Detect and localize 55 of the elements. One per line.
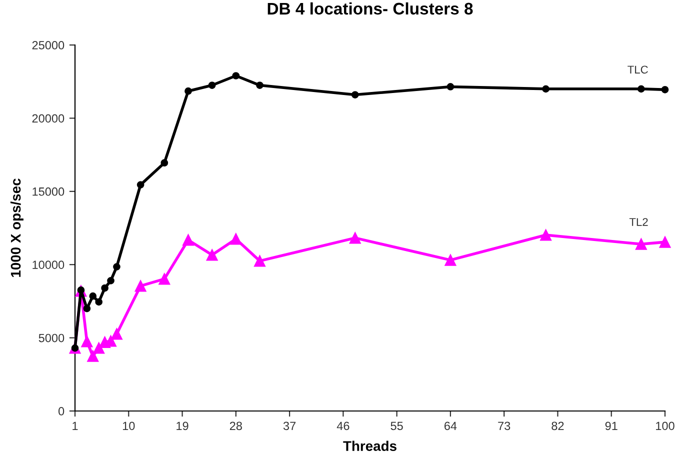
point bbox=[184, 87, 192, 95]
point bbox=[134, 280, 146, 292]
x-tick-label: 46 bbox=[336, 422, 350, 430]
x-tick-label: 91 bbox=[605, 422, 618, 430]
chart-title: DB 4 locations- Clusters 8 bbox=[268, 2, 473, 15]
series-label: TL2 bbox=[629, 218, 648, 226]
y-tick-label: 15000 bbox=[32, 187, 64, 196]
point bbox=[351, 91, 359, 98]
x-tick-label: 64 bbox=[444, 422, 457, 430]
point bbox=[101, 284, 108, 292]
point bbox=[444, 254, 456, 266]
point bbox=[661, 86, 669, 94]
point bbox=[81, 336, 93, 348]
x-tick-label: 28 bbox=[230, 422, 242, 430]
x-tick-label: 100 bbox=[656, 422, 674, 430]
y-tick-label: 10000 bbox=[32, 260, 64, 269]
x-tick-label: 1 bbox=[72, 422, 78, 430]
point bbox=[93, 342, 105, 354]
point bbox=[136, 181, 144, 188]
point bbox=[87, 350, 99, 362]
point bbox=[254, 255, 266, 267]
point bbox=[206, 249, 218, 261]
y-tick-label: 5000 bbox=[38, 334, 64, 342]
point bbox=[637, 85, 645, 93]
y-tick-label: 0 bbox=[58, 407, 64, 416]
point bbox=[83, 304, 91, 312]
series-label: TLC bbox=[628, 66, 648, 74]
x-tick-label: 10 bbox=[122, 422, 135, 430]
y-tick-label: 20000 bbox=[32, 114, 64, 123]
point bbox=[256, 82, 264, 89]
point bbox=[659, 236, 671, 248]
x-tick-label: 55 bbox=[390, 422, 403, 430]
point bbox=[95, 298, 103, 306]
point bbox=[635, 238, 647, 250]
point bbox=[113, 263, 120, 270]
point bbox=[182, 234, 194, 246]
point bbox=[349, 232, 361, 244]
x-tick-label: 73 bbox=[498, 422, 510, 430]
point bbox=[160, 159, 168, 167]
point bbox=[89, 292, 97, 300]
x-tick-label: 82 bbox=[552, 422, 564, 430]
point bbox=[446, 83, 454, 90]
point bbox=[540, 229, 552, 241]
point bbox=[107, 277, 114, 284]
x-axis-title: Threads bbox=[343, 440, 396, 451]
x-tick-label: 37 bbox=[283, 422, 296, 430]
point bbox=[232, 72, 240, 80]
y-axis-title: 1000 X ops/sec bbox=[10, 178, 24, 277]
point bbox=[158, 273, 170, 285]
point bbox=[110, 328, 122, 340]
point bbox=[542, 85, 550, 93]
point bbox=[230, 233, 242, 245]
x-tick-label: 19 bbox=[176, 422, 188, 430]
y-tick-label: 25000 bbox=[32, 41, 64, 50]
point bbox=[208, 82, 216, 89]
